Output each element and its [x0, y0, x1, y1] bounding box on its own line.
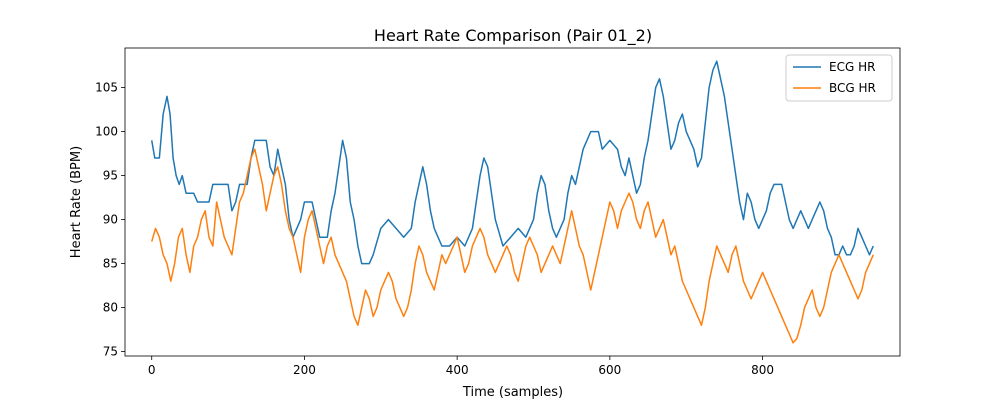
x-axis-label: Time (samples) [462, 385, 563, 400]
x-tick-label: 0 [148, 363, 156, 377]
x-axis: 0 200 400 600 800 [148, 356, 774, 377]
x-tick-label: 600 [598, 363, 621, 377]
series-line-bcg-hr [150, 148, 874, 344]
chart-title: Heart Rate Comparison (Pair 01_2) [374, 26, 652, 46]
x-tick-label: 200 [293, 363, 316, 377]
legend: ECG HR BCG HR [785, 54, 893, 102]
x-tick-label: 400 [446, 363, 469, 377]
plot-area [125, 48, 900, 356]
y-tick-label: 105 [95, 81, 118, 95]
legend-label: BCG HR [829, 81, 876, 95]
y-tick-label: 80 [103, 301, 118, 315]
y-tick-label: 100 [95, 125, 118, 139]
series-line-ecg-hr [150, 60, 874, 265]
y-tick-label: 75 [103, 345, 118, 359]
y-tick-label: 90 [103, 213, 118, 227]
y-axis: 75 80 85 90 95 100 105 [95, 81, 125, 359]
series-group [150, 60, 874, 344]
plot-frame [124, 47, 901, 357]
y-tick-label: 85 [103, 257, 118, 271]
y-axis-label: Heart Rate (BPM) [69, 146, 84, 258]
legend-label: ECG HR [829, 60, 875, 74]
x-tick-label: 800 [751, 363, 774, 377]
y-tick-label: 95 [103, 169, 118, 183]
